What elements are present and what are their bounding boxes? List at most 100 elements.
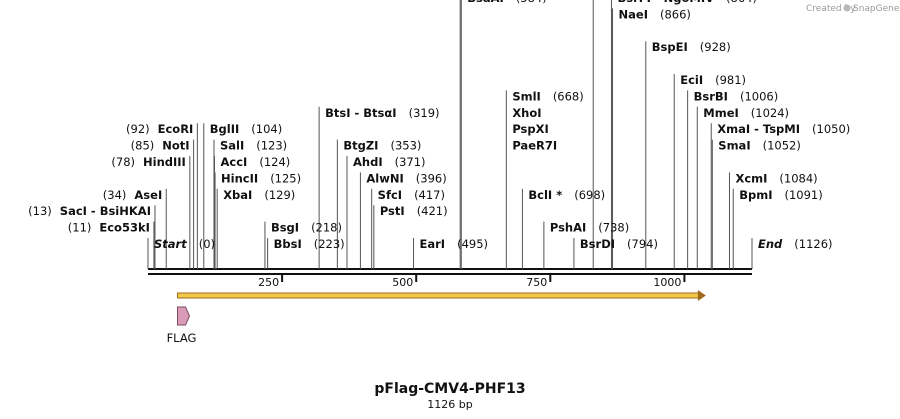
site-name: EarI: [420, 237, 446, 251]
site-name: SfcI: [378, 188, 402, 202]
site-mmei[interactable]: MmeI (1024): [703, 106, 789, 120]
site-paer7i[interactable]: PaeR7I: [512, 139, 557, 153]
site-bpmi[interactable]: BpmI (1091): [739, 188, 823, 202]
site-position: (218): [311, 221, 342, 235]
site-name: AseI: [134, 188, 162, 202]
site-hincii[interactable]: HincII (125): [221, 171, 301, 185]
site-bsrfi-ngomiv[interactable]: BsrFI - NgoMIV (864): [617, 0, 757, 5]
site-btgzi[interactable]: BtgZI (353): [343, 139, 421, 153]
site-alwni[interactable]: AlwNI (396): [366, 171, 446, 185]
site-name: BsaAI: [467, 0, 504, 5]
site-start[interactable]: Start (0): [154, 237, 215, 251]
site-bsrbi[interactable]: BsrBI (1006): [694, 89, 779, 103]
site-ahdi[interactable]: AhdI (371): [353, 155, 426, 169]
site-position: (864): [726, 0, 757, 5]
site-name: XmaI - TspMI: [717, 122, 800, 136]
site-name: XhoI: [512, 106, 541, 120]
site-name: BbsI: [274, 237, 302, 251]
site-end[interactable]: End (1126): [758, 237, 833, 251]
site-leader-lines: [147, 0, 753, 269]
site-noti[interactable]: NotI (85): [131, 139, 190, 153]
site-pshai[interactable]: PshAI (738): [550, 221, 629, 235]
site-name: Start: [154, 237, 187, 251]
orf-bar: [177, 292, 701, 299]
site-name: SalI: [220, 139, 244, 153]
site-position: (1091): [784, 188, 822, 202]
site-name: SmaI: [718, 139, 750, 153]
site-position: (371): [395, 155, 426, 169]
site-bsrdi[interactable]: BsrDI (794): [580, 237, 658, 251]
site-psti[interactable]: PstI (421): [380, 204, 448, 218]
site-position: (981): [715, 73, 746, 87]
site-name: BpmI: [739, 188, 772, 202]
site-name: Eco53kI: [99, 221, 150, 235]
site-xhoi[interactable]: XhoI: [512, 106, 541, 120]
site-acci[interactable]: AccI (124): [221, 155, 291, 169]
site-bspei[interactable]: BspEI (928): [652, 40, 731, 54]
site-name: BsgI: [271, 221, 299, 235]
site-position: (738): [598, 221, 629, 235]
site-position: (92): [126, 122, 150, 136]
site-bsaai[interactable]: BsaAI (584): [467, 0, 547, 5]
site-position: (421): [417, 204, 448, 218]
site-position: (123): [256, 139, 287, 153]
site-name: BtgZI: [343, 139, 378, 153]
site-naei[interactable]: NaeI (866): [619, 7, 691, 21]
site-position: (1084): [779, 171, 817, 185]
tick-label-250: 250: [258, 276, 279, 289]
site-position: (698): [574, 188, 605, 202]
site-position: (1006): [740, 89, 778, 103]
site-bbsi[interactable]: BbsI (223): [274, 237, 345, 251]
site-position: (129): [264, 188, 295, 202]
site-eari[interactable]: EarI (495): [420, 237, 489, 251]
site-sali[interactable]: SalI (123): [220, 139, 287, 153]
site-pspxi[interactable]: PspXI: [512, 122, 548, 136]
features: FLAG: [167, 306, 197, 345]
site-eco53ki[interactable]: Eco53kI (11): [68, 221, 150, 235]
site-position: (1126): [794, 237, 832, 251]
site-bcli[interactable]: BclI * (698): [528, 188, 605, 202]
site-name: BglII: [210, 122, 240, 136]
site-xmai-tspmi[interactable]: XmaI - TspMI (1050): [717, 122, 850, 136]
site-name: XcmI: [735, 171, 767, 185]
site-name: BsrBI: [694, 89, 728, 103]
tick-label-1000: 1000: [653, 276, 681, 289]
axis-ticks: 250 500 750 1000: [258, 274, 686, 289]
site-position: (125): [270, 171, 301, 185]
feature-label: FLAG: [167, 331, 197, 345]
site-labels: Start (0) Eco53kI (11) SacI - BsiHKAI (13) Ase…: [28, 0, 850, 251]
site-position: (13): [28, 204, 52, 218]
site-position: (396): [416, 171, 447, 185]
site-smli[interactable]: SmlI (668): [512, 89, 583, 103]
tick-label-500: 500: [392, 276, 413, 289]
snapgene-logo-icon: [843, 4, 851, 12]
site-name: AlwNI: [366, 171, 403, 185]
site-smai[interactable]: SmaI (1052): [718, 139, 801, 153]
site-position: (1050): [812, 122, 850, 136]
site-name: EciI: [680, 73, 703, 87]
site-ecii[interactable]: EciI (981): [680, 73, 746, 87]
site-saci-bsihkai[interactable]: SacI - BsiHKAI (13): [28, 204, 151, 218]
site-name: XbaI: [223, 188, 252, 202]
site-name: End: [758, 237, 783, 251]
site-btsi-bts-i[interactable]: BtsI - BtsαI (319): [325, 106, 439, 120]
site-name: HindIII: [143, 155, 186, 169]
site-sfci[interactable]: SfcI (417): [378, 188, 445, 202]
site-asei[interactable]: AseI (34): [103, 188, 162, 202]
site-ecori[interactable]: EcoRI (92): [126, 122, 193, 136]
orf-arrow[interactable]: [177, 290, 706, 301]
site-hindiii[interactable]: HindIII (78): [111, 155, 185, 169]
site-name: PspXI: [512, 122, 548, 136]
site-bsgi[interactable]: BsgI (218): [271, 221, 342, 235]
site-xbai[interactable]: XbaI (129): [223, 188, 295, 202]
snapgene-credit: Created by SnapGene: [806, 4, 900, 14]
site-position: (124): [259, 155, 290, 169]
site-xcmi[interactable]: XcmI (1084): [735, 171, 817, 185]
site-name: BspEI: [652, 40, 688, 54]
site-bglii[interactable]: BglII (104): [210, 122, 282, 136]
site-name: BclI *: [528, 188, 562, 202]
feature-flag[interactable]: FLAG: [167, 306, 197, 345]
site-position: (1024): [751, 106, 789, 120]
site-position: (1052): [763, 139, 801, 153]
